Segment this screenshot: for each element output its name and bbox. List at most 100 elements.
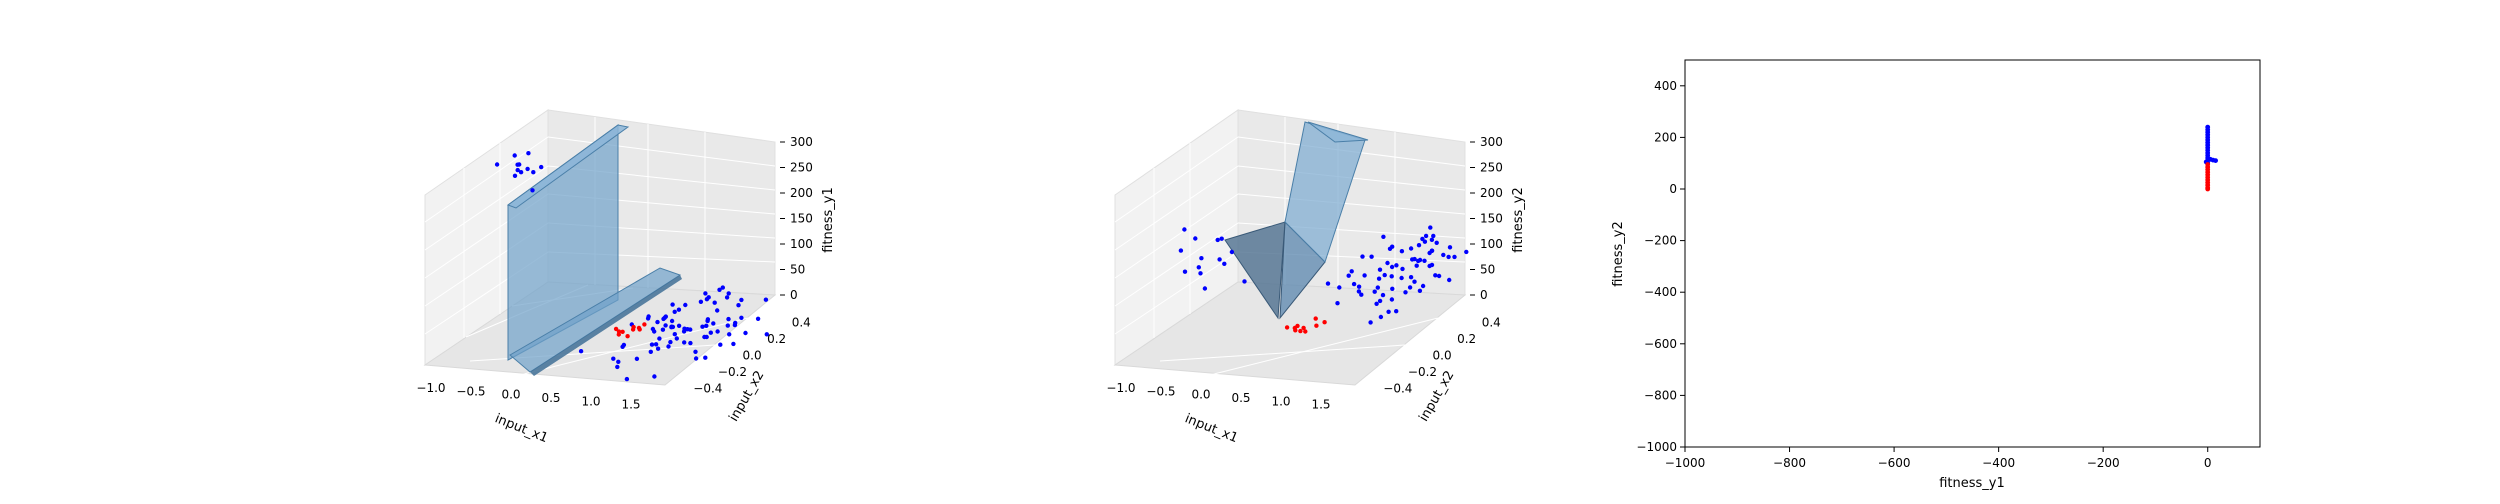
data-point [726,291,731,296]
data-point [1423,233,1429,239]
data-point [1198,271,1203,276]
data-point [1360,254,1365,259]
x-tick-label: −0.5 [456,384,485,398]
y-axis: −1000 −800 −600 −400 −200 0 200 400 [1636,79,1685,454]
data-point [1380,292,1386,298]
data-point [1378,314,1384,320]
data-point [1376,276,1382,281]
data-point [1436,273,1442,279]
data-point [685,327,690,332]
data-point [1389,274,1394,279]
data-point [1284,325,1290,330]
data-point [1178,248,1184,253]
data-point [1416,243,1422,248]
data-point [1407,285,1413,290]
data-point [1381,234,1386,239]
data-point [698,299,704,304]
data-point [1400,266,1405,272]
data-points [2203,124,2219,192]
z-tick-label: 200 [1480,186,1503,200]
data-points [1178,225,1469,334]
data-point [616,329,622,334]
pane-floor [1113,281,1467,386]
data-point [700,324,705,329]
data-point [1387,246,1393,251]
x-tick-label: −1.0 [416,381,445,395]
z-tick-label: 100 [1480,237,1503,251]
x-tick-label: 0.0 [501,388,520,402]
data-point [1313,316,1318,321]
data-point [1441,252,1446,258]
data-point [688,340,693,346]
data-point [1346,273,1351,278]
z-axis-label: fitness_y2 [1511,187,1526,253]
data-point [2213,158,2219,164]
data-point [494,162,500,167]
data-point [682,340,687,345]
z-axis-label: fitness_y1 [821,187,836,253]
data-point [1375,285,1381,290]
z-tick-label: 100 [790,237,813,251]
data-point [672,332,677,337]
panel-3d-fitness-y2: 0 50 100 150 200 250 300 fitness_y2 −1.0 −0.5 0.… [1106,109,1526,446]
data-point [704,334,709,340]
data-point [1372,289,1377,294]
data-point [739,315,744,320]
data-point [739,297,744,303]
data-point [1412,279,1417,284]
data-point [1434,240,1439,245]
data-point [1298,328,1303,334]
data-point [1374,301,1379,306]
x-tick-label: 0.5 [1231,391,1250,405]
x-tick-label: −200 [2087,456,2120,470]
data-point [763,297,769,302]
data-point [703,355,708,360]
data-point [1356,289,1362,294]
data-point [669,318,675,324]
data-point [672,309,677,314]
data-point [712,300,717,305]
data-point [1385,260,1390,266]
data-point [539,164,544,170]
data-point [670,302,675,307]
data-point [525,166,530,172]
surface-left-face [1224,221,1286,320]
data-point [655,319,660,325]
data-point [1390,286,1395,291]
x-tick-label: 0.5 [541,391,560,405]
x-tick-label: 1.0 [1271,394,1290,408]
data-point [1417,257,1423,263]
y-tick-label: 200 [1654,130,1677,144]
data-point [518,170,524,175]
data-points [494,151,769,382]
data-point [1351,281,1357,287]
data-point [1403,290,1408,295]
data-point [1446,254,1451,260]
data-point [1242,279,1247,284]
data-point [1222,261,1227,266]
data-point [1386,309,1391,314]
data-point [637,327,642,332]
data-point [724,295,730,300]
data-point [616,359,621,364]
y-tick-label: −400 [1644,285,1677,299]
data-point [652,329,657,334]
data-point [755,316,761,321]
data-point [1202,286,1208,291]
data-point [620,344,625,349]
z-tick-label: 0 [790,288,798,302]
y-tick-label: 0.2 [767,332,786,346]
z-tick-label: 300 [790,135,813,149]
x-axis-label: input_x1 [493,411,550,446]
surface-right-wing-top [1307,121,1369,143]
data-point [1408,275,1414,280]
data-point [1389,264,1395,270]
data-point [1422,258,1427,263]
data-point [653,342,659,347]
data-point [526,151,531,156]
y-tick-label: 0.2 [1457,332,1476,346]
data-point [674,336,679,341]
data-point [1428,225,1433,230]
data-point [727,332,732,337]
data-point [1433,273,1438,278]
